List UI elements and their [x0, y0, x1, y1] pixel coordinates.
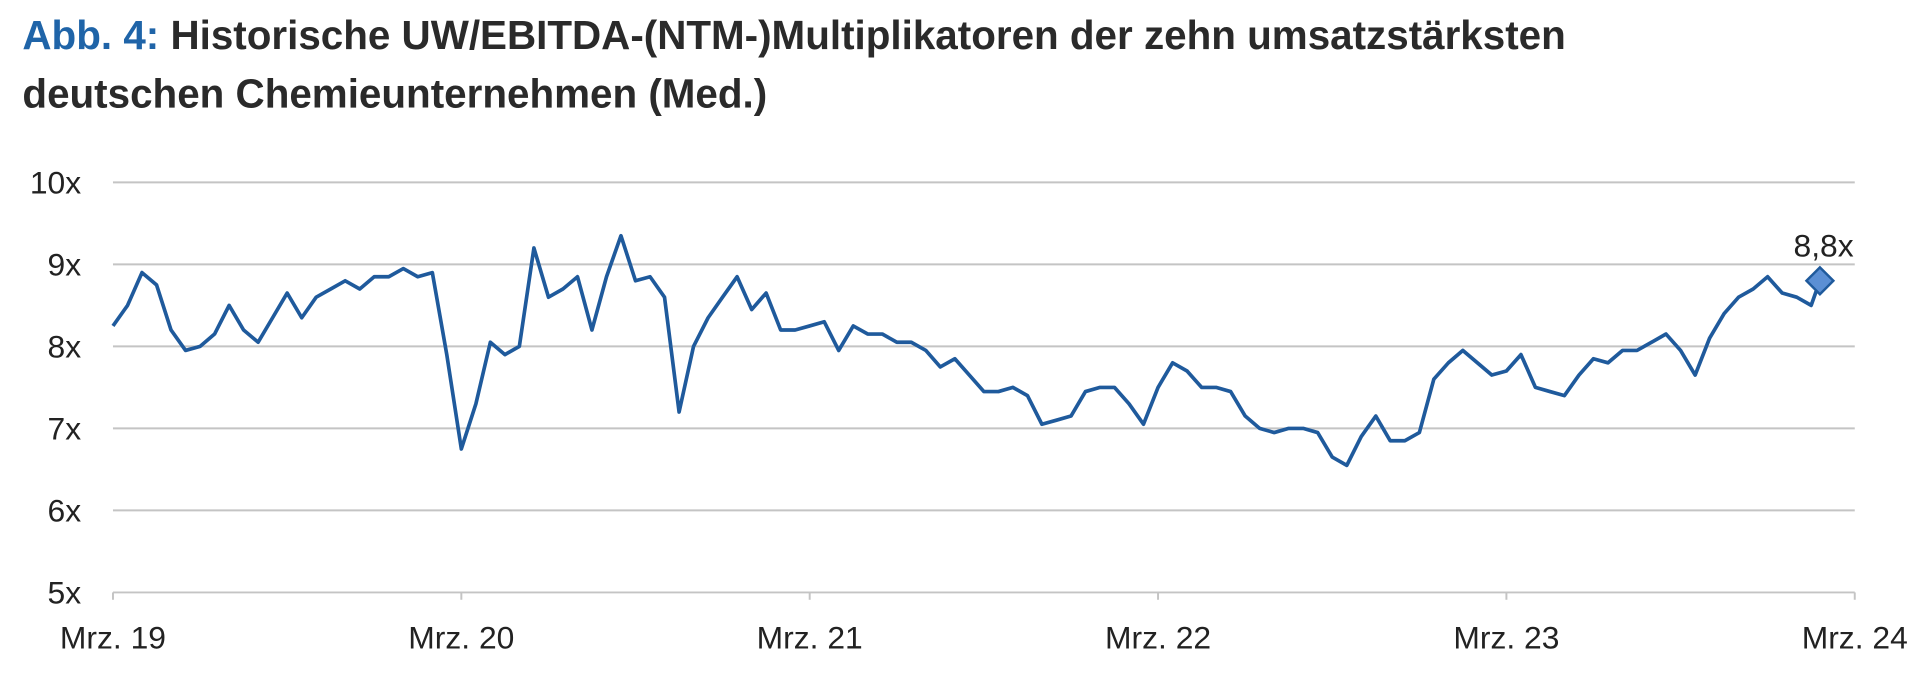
y-tick-label: 10x — [30, 164, 81, 200]
x-tick-label: Mrz. 24 — [1802, 620, 1908, 656]
y-tick-label: 9x — [48, 246, 82, 282]
line-series — [111, 233, 1822, 468]
x-tick-label: Mrz. 23 — [1453, 620, 1559, 656]
y-tick-label: 7x — [48, 410, 82, 446]
title-line: Historische UW/EBITDA-(NTM-)Multiplikato… — [170, 12, 1565, 58]
x-tick-label: Mrz. 21 — [757, 620, 863, 656]
title-line: deutschen Chemieunternehmen (Med.) — [22, 71, 767, 117]
x-tick-label: Mrz. 19 — [60, 620, 166, 656]
title-prefix: Abb. 4: — [22, 12, 159, 58]
y-tick-label: 6x — [48, 492, 82, 528]
end-label: 8,8x — [1794, 227, 1854, 263]
end-marker — [1804, 265, 1836, 296]
x-tick-label: Mrz. 22 — [1105, 620, 1211, 656]
y-tick-label: 8x — [48, 328, 82, 364]
chart-title: Abb. 4: Historische UW/EBITDA-(NTM-)Mult… — [22, 12, 1565, 58]
x-tick-label: Mrz. 20 — [408, 620, 514, 656]
y-tick-label: 5x — [48, 574, 82, 610]
